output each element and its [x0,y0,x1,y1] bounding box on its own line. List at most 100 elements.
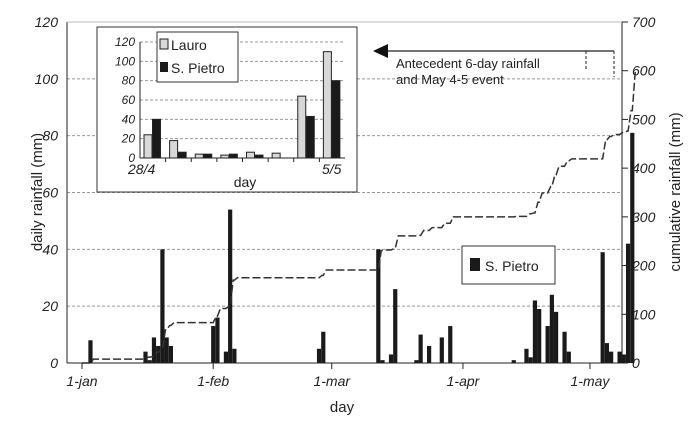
bar [600,252,605,363]
inset-y-tick-label: 100 [115,54,135,68]
legend-label-lauro: Lauro [171,37,207,53]
bar [223,351,229,363]
bar [211,326,216,363]
inset-bar-spietro [228,153,238,159]
bar [156,345,161,363]
inset-y-tick-label: 40 [122,112,136,126]
bar [321,331,326,363]
legend-label: S. Pietro [485,258,539,274]
bar [532,300,538,363]
inset-bar-spietro [331,80,341,159]
y-tick-label: 120 [35,14,59,30]
bar [553,311,559,363]
inset-bar-lauro [169,140,179,159]
annotation-line1: Antecedent 6-day rainfall [396,56,543,71]
bar [388,354,394,363]
bar [427,345,432,363]
bar [164,337,169,363]
inset-y-tick-label: 0 [128,151,135,165]
inset-bar-spietro [305,115,315,159]
x-tick-label: 1-may [571,373,611,389]
y-tick-label: 100 [35,71,59,87]
bar [604,343,609,363]
inset-bar-spietro [152,118,161,159]
y-axis-label: daily rainfall (mm) [29,133,46,251]
inset-y-tick-label: 60 [122,93,136,107]
inset-bar-lauro [246,151,255,159]
legend-swatch-lauro [159,38,169,50]
axis-ticks: 02040608010012001002003004005006007001-j… [35,14,656,389]
y2-axis-label: cumulative rainfall (mm) [667,112,684,271]
bar [168,345,173,363]
bar [609,351,614,363]
inset-bar-lauro [271,152,281,159]
y2-tick-label: 0 [632,355,640,371]
inset-y-tick-label: 120 [115,35,135,49]
bar [549,294,554,363]
arrow-left-icon [373,44,388,58]
bar [621,354,626,363]
bar [143,351,148,363]
inset-tick-last: 5/5 [322,161,342,177]
bar [151,337,157,363]
inset-bar-lauro [143,134,153,159]
legend-swatch-spietro [160,62,168,72]
legend: S. Pietro [461,245,556,285]
bar [380,360,385,363]
y2-tick-label: 400 [632,160,656,176]
bar [160,249,165,363]
y2-tick-label: 500 [632,111,656,127]
y2-tick-label: 600 [632,63,656,79]
y-tick-label: 40 [42,241,58,257]
bar [524,348,529,363]
bar [147,360,152,363]
y2-tick-label: 100 [632,306,656,322]
inset-x-label: day [234,174,257,190]
bar [511,360,516,363]
inset-bar-lauro [322,51,332,159]
bar [625,243,631,363]
y2-tick-label: 200 [631,258,656,274]
bar [393,289,398,363]
inset-legend: Lauro S. Pietro [156,31,239,83]
inset-chart: 0 20 40 60 80 100 120 28/4 5/5 day Lauro S. Pi… [96,26,358,193]
y2-tick-label: 300 [632,209,656,225]
x-tick-label: 1-feb [197,373,229,389]
annotation-text: Antecedent 6-day rainfall and May 4-5 ev… [396,56,543,87]
x-tick-label: 1-apr [447,373,481,389]
bar [316,348,322,363]
bar [232,348,237,363]
bar [537,309,542,363]
bar [414,360,419,363]
bar [418,334,423,363]
inset-bar-lauro [297,95,307,159]
bar [562,331,567,363]
inset-y-tick-label: 80 [122,74,136,88]
legend-swatch [470,258,480,271]
cumulative-line [82,71,637,364]
inset-bar-spietro [203,153,213,159]
daily-bars [88,132,635,363]
x-tick-label: 1-mar [313,373,351,389]
bar [566,351,571,363]
y-tick-label: 0 [50,355,58,371]
bar [545,326,550,363]
bar [88,340,93,363]
annotation-line2: and May 4-5 event [396,72,504,87]
bar [617,351,622,363]
annotation-bracket [585,51,615,77]
bar [448,326,453,363]
x-tick-label: 1-jan [66,373,97,389]
y-tick-label: 20 [41,298,58,314]
bar [215,317,220,363]
bar [439,337,444,363]
annotation: Antecedent 6-day rainfall and May 4-5 ev… [373,44,615,87]
legend-label-spietro: S. Pietro [171,60,225,76]
inset-y-tick-label: 20 [121,132,136,146]
inset-tick-first: 28/4 [127,161,155,177]
y-tick-label: 60 [42,185,58,201]
bar [630,132,635,363]
inset-legend-box [156,31,239,83]
x-axis-label: day [330,399,355,416]
